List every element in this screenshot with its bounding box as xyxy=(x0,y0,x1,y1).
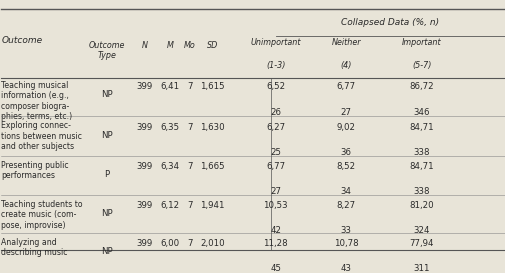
Text: Presenting public
performances: Presenting public performances xyxy=(2,161,69,180)
Text: 84,71: 84,71 xyxy=(409,162,433,171)
Text: Outcome: Outcome xyxy=(2,35,42,44)
Text: Exploring connec-
tions between music
and other subjects: Exploring connec- tions between music an… xyxy=(2,121,82,151)
Text: 10,53: 10,53 xyxy=(263,201,287,210)
Text: 6,12: 6,12 xyxy=(160,201,179,210)
Text: 1,615: 1,615 xyxy=(200,82,225,91)
Text: P: P xyxy=(105,170,110,179)
Text: 6,77: 6,77 xyxy=(336,82,355,91)
Text: 324: 324 xyxy=(413,226,429,235)
Text: 42: 42 xyxy=(270,226,281,235)
Text: (4): (4) xyxy=(340,61,351,70)
Text: 86,72: 86,72 xyxy=(409,82,433,91)
Text: 338: 338 xyxy=(413,148,429,157)
Text: 36: 36 xyxy=(340,148,351,157)
Text: M: M xyxy=(166,41,173,50)
Text: 7: 7 xyxy=(187,82,192,91)
Text: Unimportant: Unimportant xyxy=(250,38,300,47)
Text: 27: 27 xyxy=(340,108,351,117)
Text: Teaching students to
create music (com-
pose, improvise): Teaching students to create music (com- … xyxy=(2,200,83,230)
Text: 338: 338 xyxy=(413,187,429,196)
Text: 81,20: 81,20 xyxy=(409,201,433,210)
Text: 8,52: 8,52 xyxy=(336,162,355,171)
Text: 6,77: 6,77 xyxy=(266,162,285,171)
Text: NP: NP xyxy=(101,209,113,218)
Text: 399: 399 xyxy=(136,123,153,132)
Text: 6,41: 6,41 xyxy=(160,82,179,91)
Text: 25: 25 xyxy=(270,148,281,157)
Text: 346: 346 xyxy=(413,108,429,117)
Text: 45: 45 xyxy=(270,264,281,273)
Text: 6,34: 6,34 xyxy=(160,162,179,171)
Text: 6,52: 6,52 xyxy=(266,82,285,91)
Text: Collapsed Data (%, n): Collapsed Data (%, n) xyxy=(340,18,438,27)
Text: 1,941: 1,941 xyxy=(200,201,225,210)
Text: 27: 27 xyxy=(270,187,281,196)
Text: 33: 33 xyxy=(340,226,351,235)
Text: Outcome
Type: Outcome Type xyxy=(89,41,125,60)
Text: 84,71: 84,71 xyxy=(409,123,433,132)
Text: 2,010: 2,010 xyxy=(200,239,225,248)
Text: 26: 26 xyxy=(270,108,281,117)
Text: 11,28: 11,28 xyxy=(263,239,287,248)
Text: 399: 399 xyxy=(136,201,153,210)
Text: Neither: Neither xyxy=(331,38,360,47)
Text: SD: SD xyxy=(207,41,218,50)
Text: 9,02: 9,02 xyxy=(336,123,355,132)
Text: 6,35: 6,35 xyxy=(160,123,179,132)
Text: 311: 311 xyxy=(413,264,429,273)
Text: (5-7): (5-7) xyxy=(411,61,430,70)
Text: 7: 7 xyxy=(187,162,192,171)
Text: 7: 7 xyxy=(187,239,192,248)
Text: Teaching musical
information (e.g.,
composer biogra-
phies, terms, etc.): Teaching musical information (e.g., comp… xyxy=(2,81,72,121)
Text: NP: NP xyxy=(101,131,113,140)
Text: 7: 7 xyxy=(187,123,192,132)
Text: 1,630: 1,630 xyxy=(200,123,225,132)
Text: 1,665: 1,665 xyxy=(200,162,225,171)
Text: 8,27: 8,27 xyxy=(336,201,355,210)
Text: 10,78: 10,78 xyxy=(333,239,358,248)
Text: 399: 399 xyxy=(136,82,153,91)
Text: 77,94: 77,94 xyxy=(409,239,433,248)
Text: 43: 43 xyxy=(340,264,351,273)
Text: NP: NP xyxy=(101,247,113,256)
Text: NP: NP xyxy=(101,90,113,99)
Text: Mo: Mo xyxy=(184,41,195,50)
Text: 6,00: 6,00 xyxy=(160,239,179,248)
Text: 6,27: 6,27 xyxy=(266,123,285,132)
Text: (1-3): (1-3) xyxy=(266,61,285,70)
Text: 399: 399 xyxy=(136,162,153,171)
Text: 399: 399 xyxy=(136,239,153,248)
Text: N: N xyxy=(141,41,147,50)
Text: Analyzing and
describing music: Analyzing and describing music xyxy=(2,238,68,257)
Text: 7: 7 xyxy=(187,201,192,210)
Text: Important: Important xyxy=(401,38,440,47)
Text: 34: 34 xyxy=(340,187,351,196)
